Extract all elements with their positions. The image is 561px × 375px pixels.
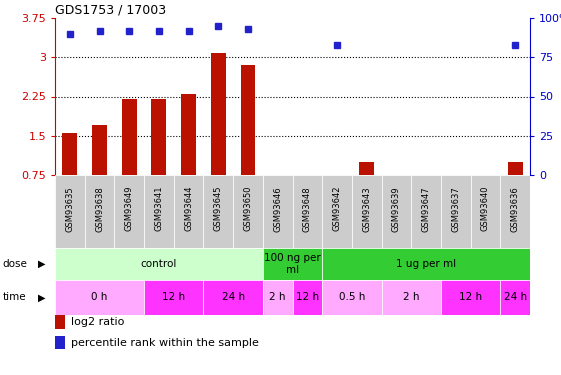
Bar [92,125,107,175]
Bar [263,175,292,248]
Text: GSM93638: GSM93638 [95,186,104,232]
Text: GSM93643: GSM93643 [362,186,371,232]
Bar [211,53,226,175]
Text: GSM93644: GSM93644 [184,186,193,231]
Bar [322,175,352,248]
Bar [85,175,114,248]
Text: log2 ratio: log2 ratio [71,317,124,327]
Bar [441,175,471,248]
Bar [381,175,411,248]
Text: GSM93637: GSM93637 [451,186,460,232]
Bar [174,175,204,248]
Bar [471,175,500,248]
Text: 100 ng per
ml: 100 ng per ml [264,253,321,275]
Text: 12 h: 12 h [459,292,482,303]
Text: percentile rank within the sample: percentile rank within the sample [71,338,259,348]
Bar [352,175,381,248]
Text: 24 h: 24 h [222,292,245,303]
Text: time: time [3,292,26,303]
Text: GSM93648: GSM93648 [303,186,312,232]
Bar [151,99,166,175]
Bar [322,280,381,315]
Bar [263,248,322,280]
Text: GSM93649: GSM93649 [125,186,134,231]
Text: GSM93640: GSM93640 [481,186,490,231]
Text: GSM93636: GSM93636 [511,186,519,232]
Bar [62,133,77,175]
Text: dose: dose [3,259,27,269]
Bar [204,280,263,315]
Text: 12 h: 12 h [296,292,319,303]
Bar [508,162,523,175]
Bar [55,175,85,248]
Text: GSM93650: GSM93650 [243,186,252,231]
Bar [381,280,441,315]
Bar [55,248,263,280]
Text: GSM93639: GSM93639 [392,186,401,232]
Bar [144,280,204,315]
Bar [144,175,174,248]
Bar [322,248,530,280]
Text: 2 h: 2 h [269,292,286,303]
Text: 24 h: 24 h [504,292,527,303]
Bar [292,175,322,248]
Bar [114,175,144,248]
Bar [292,280,322,315]
Text: 2 h: 2 h [403,292,420,303]
Text: ▶: ▶ [38,259,45,269]
Text: ▶: ▶ [38,292,45,303]
Text: GSM93646: GSM93646 [273,186,282,232]
Bar [233,175,263,248]
Bar [204,175,233,248]
Text: 1 ug per ml: 1 ug per ml [396,259,456,269]
Bar [500,175,530,248]
Bar [359,162,374,175]
Text: control: control [141,259,177,269]
Text: 12 h: 12 h [162,292,185,303]
Bar [500,280,530,315]
Text: GSM93635: GSM93635 [65,186,75,232]
Text: 0 h: 0 h [91,292,108,303]
Text: GSM93645: GSM93645 [214,186,223,231]
Text: GSM93642: GSM93642 [333,186,342,231]
Text: GDS1753 / 17003: GDS1753 / 17003 [55,4,166,17]
Bar [122,99,137,175]
Bar [441,280,500,315]
Text: GSM93647: GSM93647 [422,186,431,232]
Bar [181,94,196,175]
Bar [263,280,292,315]
Text: GSM93641: GSM93641 [154,186,163,231]
Text: 0.5 h: 0.5 h [339,292,365,303]
Bar [55,280,144,315]
Bar [411,175,441,248]
Bar [241,65,255,175]
